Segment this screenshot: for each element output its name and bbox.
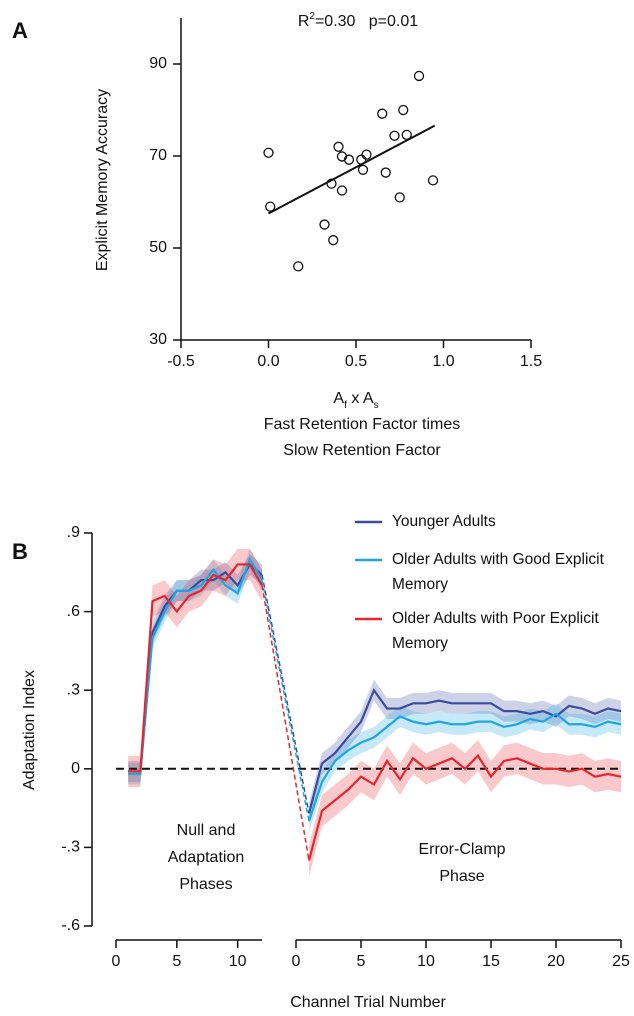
x-tick-label: 1.5 xyxy=(520,353,542,370)
point xyxy=(361,149,372,160)
legend-entry: Older Adults with Good Explicit Memory xyxy=(392,551,604,593)
point xyxy=(389,130,400,141)
annotation-part: R xyxy=(298,13,310,30)
x-tick-label: 25 xyxy=(612,953,630,970)
series-line xyxy=(307,753,622,861)
x-label-part: s xyxy=(374,400,379,411)
x-axis-label: Fast Retention Factor times xyxy=(264,416,461,433)
series-line xyxy=(307,712,622,822)
error-band xyxy=(128,548,262,788)
point xyxy=(401,129,412,140)
point xyxy=(413,70,425,82)
y-tick-label: 30 xyxy=(149,331,167,348)
x-label-part: x A xyxy=(347,390,374,407)
panel-letter: B xyxy=(12,539,28,564)
y-tick-label: -.3 xyxy=(61,839,80,856)
x-tick-label: -0.5 xyxy=(167,353,195,370)
y-tick-label: 90 xyxy=(149,55,167,72)
y-tick-label: 70 xyxy=(149,147,167,164)
point xyxy=(356,154,367,165)
phase-annotation: Phases xyxy=(179,876,232,893)
phase-connector xyxy=(261,585,310,861)
x-tick-label: 0.0 xyxy=(257,353,279,370)
x-tick-label: 1.0 xyxy=(432,353,454,370)
point xyxy=(394,192,405,203)
phase-annotation: Adaptation xyxy=(168,849,245,866)
y-tick-label: .3 xyxy=(67,681,80,698)
point xyxy=(398,104,409,116)
x-tick-label: 5 xyxy=(172,953,181,970)
point xyxy=(326,178,337,189)
x-tick-label: 15 xyxy=(482,953,500,970)
series-line xyxy=(307,687,622,814)
x-tick-label: 10 xyxy=(229,953,247,970)
point xyxy=(265,201,276,212)
point xyxy=(427,175,439,186)
x-tick-label: 20 xyxy=(547,953,565,970)
panel-letter: A xyxy=(12,18,28,43)
x-tick-label: 10 xyxy=(417,953,435,970)
legend-entry: Younger Adults xyxy=(392,513,496,530)
point xyxy=(293,261,304,272)
fit-line xyxy=(268,124,436,215)
x-tick-label: 0 xyxy=(112,953,121,970)
point xyxy=(319,219,330,230)
point xyxy=(263,147,274,158)
x-label-part: f xyxy=(344,400,347,411)
phase-connector xyxy=(261,574,310,814)
x-tick-label: 5 xyxy=(357,953,366,970)
phase-annotation: Null and xyxy=(177,822,236,839)
x-tick-label: 0 xyxy=(292,953,301,970)
point xyxy=(333,141,344,152)
y-tick-label: -.6 xyxy=(61,917,80,934)
x-axis-label: Af x As xyxy=(333,390,378,410)
phase-connector xyxy=(261,580,310,822)
annotation-part: =0.30 p=0.01 xyxy=(315,13,418,30)
error-band xyxy=(309,739,621,877)
y-tick-label: .6 xyxy=(67,603,80,620)
y-tick-label: 50 xyxy=(149,239,167,256)
point xyxy=(343,154,355,165)
error-band xyxy=(309,679,621,824)
phase-annotation: Phase xyxy=(439,868,484,885)
phase-annotation: Error-Clamp xyxy=(418,841,505,858)
point xyxy=(357,164,369,175)
x-tick-label: 0.5 xyxy=(345,353,367,370)
x-axis-label: Channel Trial Number xyxy=(290,994,446,1011)
annotation: R2=0.30 p=0.01 xyxy=(298,11,418,31)
x-axis-label: Slow Retention Factor xyxy=(283,442,441,459)
y-tick-label: 0 xyxy=(71,760,80,777)
y-axis-label: Adaptation Index xyxy=(21,670,38,790)
point xyxy=(336,185,348,196)
point xyxy=(380,167,391,178)
series-line xyxy=(128,563,263,773)
point xyxy=(377,108,388,119)
error-band xyxy=(309,703,621,832)
point xyxy=(328,235,339,246)
x-label-part: A xyxy=(333,390,344,407)
annotation-part: 2 xyxy=(309,11,315,22)
legend-entry: Older Adults with Poor Explicit Memory xyxy=(392,610,599,652)
y-axis-label: Explicit Memory Accuracy xyxy=(94,89,111,271)
y-tick-label: .9 xyxy=(67,524,80,541)
series-line xyxy=(128,556,263,776)
